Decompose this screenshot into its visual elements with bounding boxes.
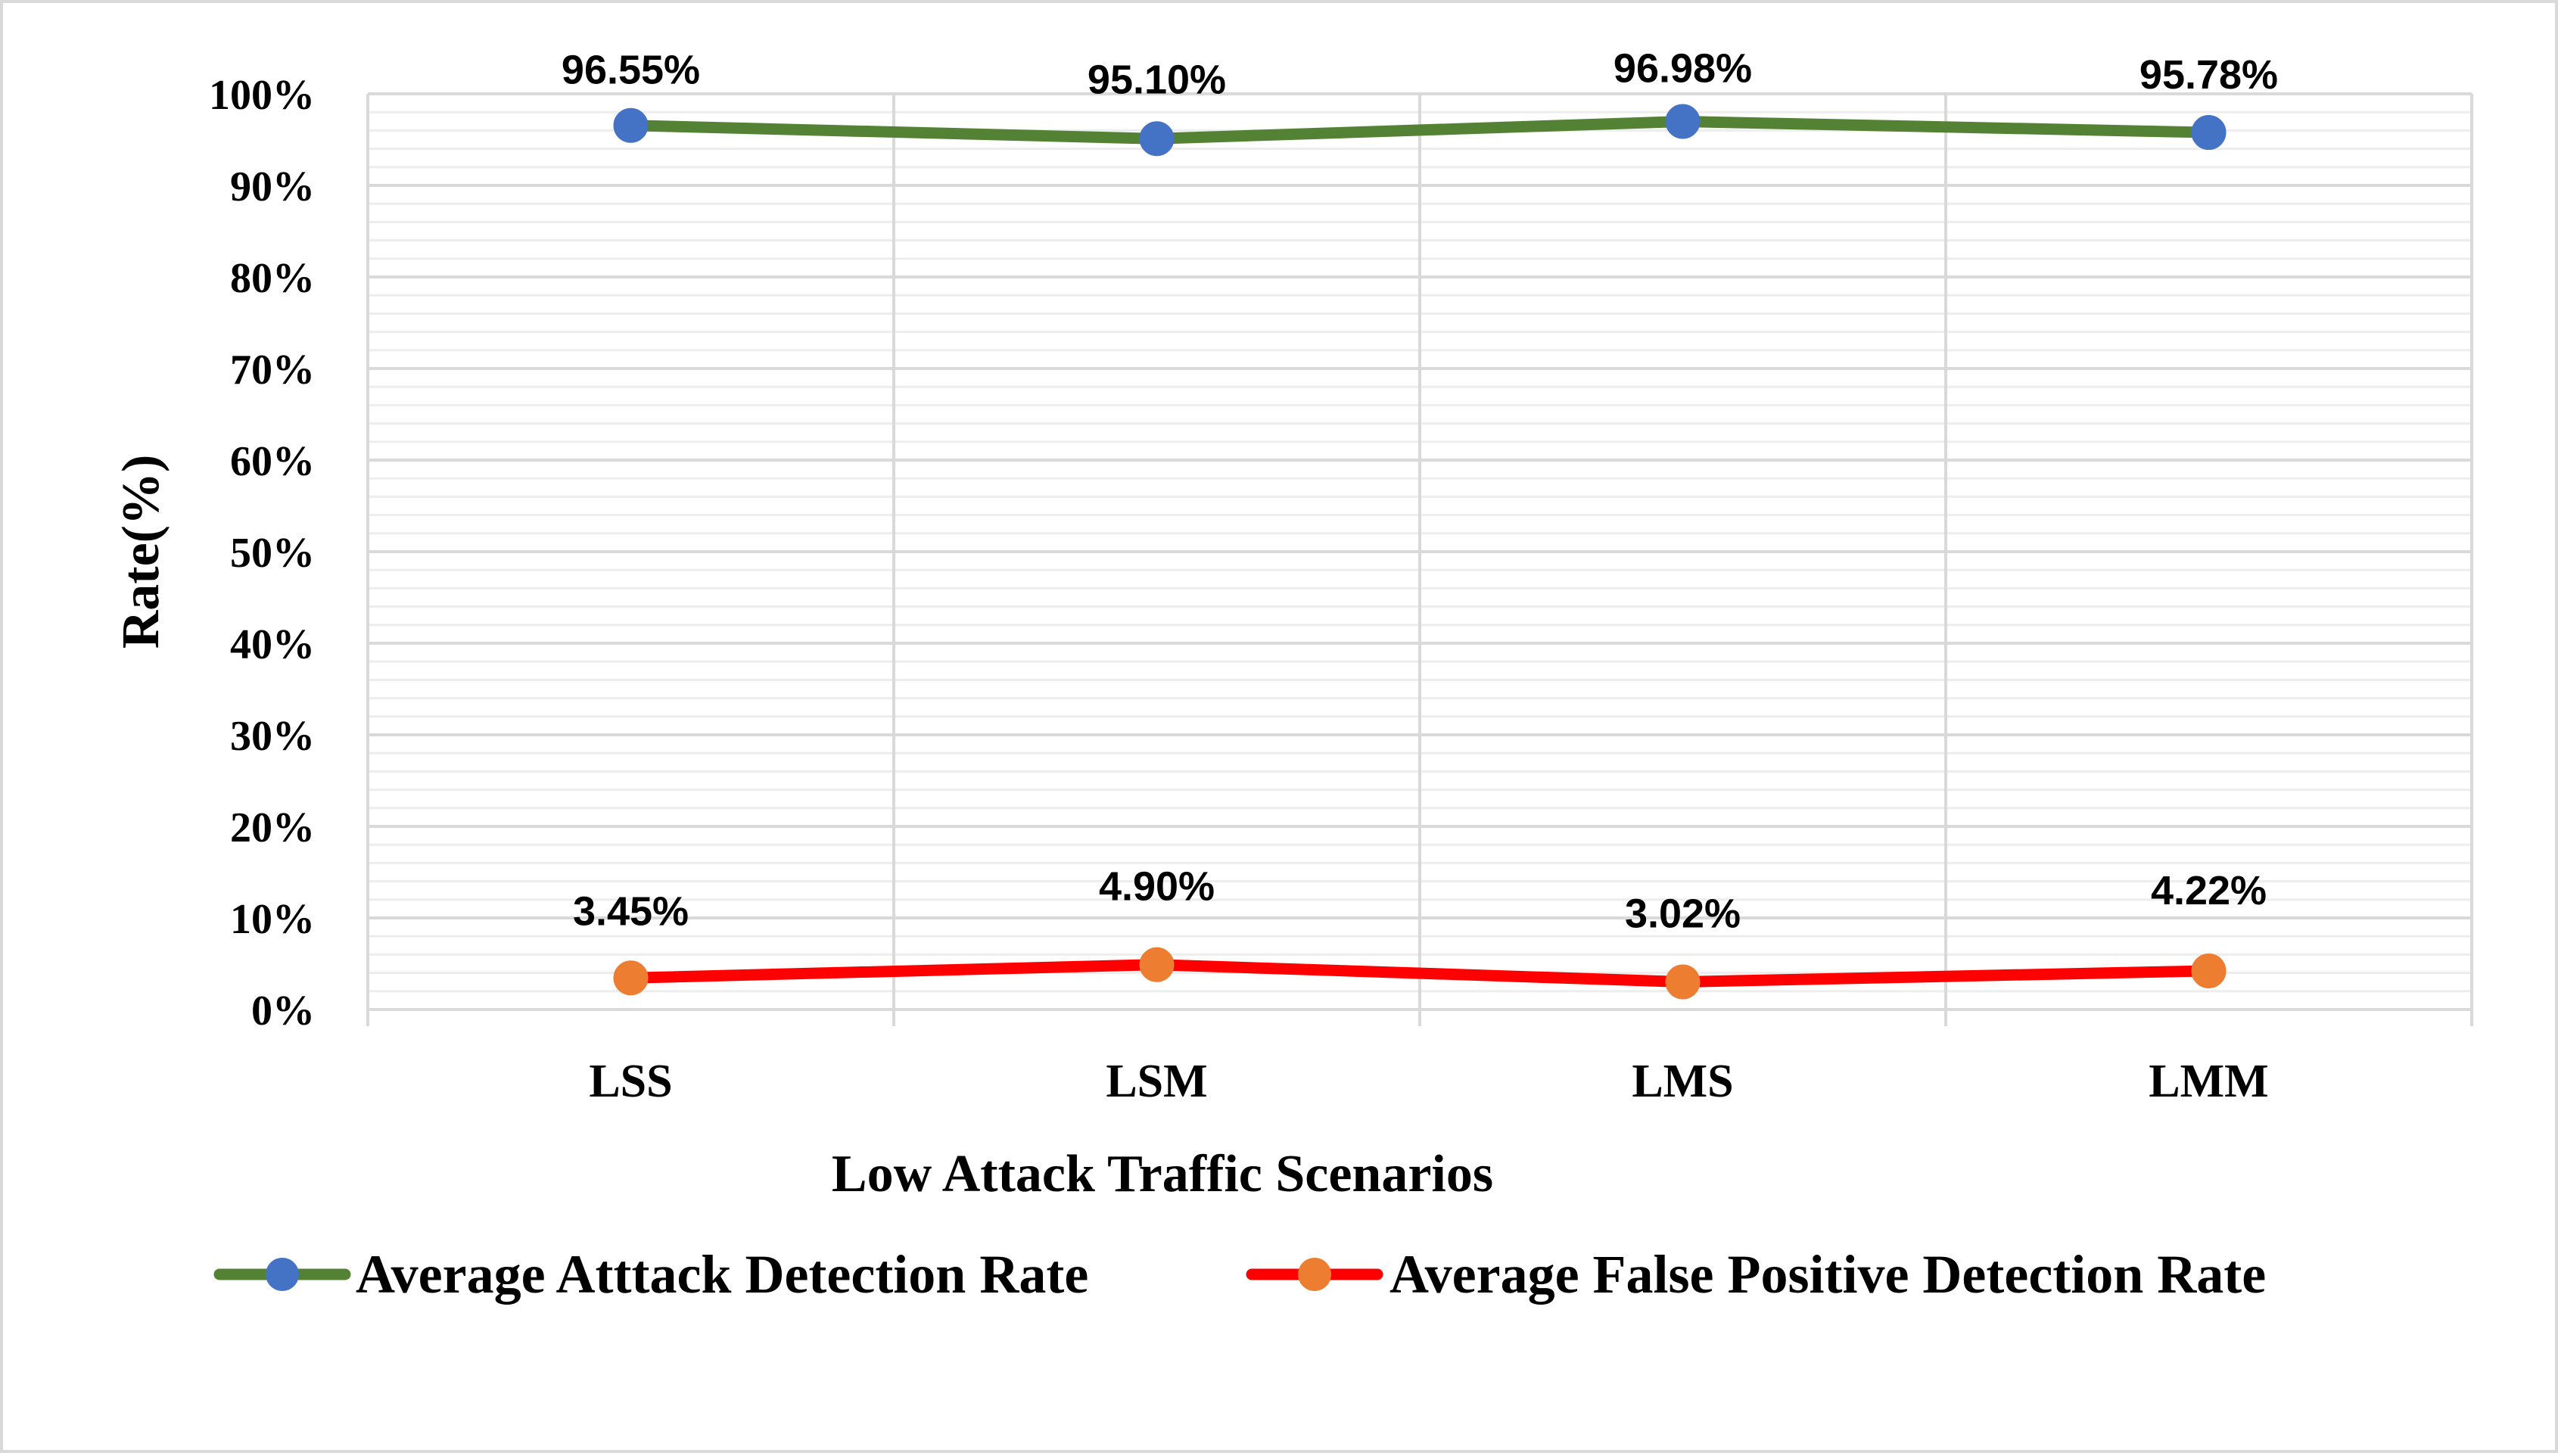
legend-label: Average Atttack Detection Rate	[356, 1244, 1088, 1305]
data-label: 4.22%	[2151, 868, 2267, 913]
line-chart: 0% 10% 20% 30% 40% 50% 60% 70% 80% 90% 100% LSS LSM L…	[112, 46, 2473, 1305]
data-point	[1665, 964, 1701, 1000]
data-point	[2191, 953, 2227, 988]
legend-swatch-marker	[1298, 1258, 1331, 1291]
y-tick-label: 40%	[230, 621, 315, 668]
data-point	[1139, 947, 1175, 982]
data-point	[1139, 121, 1175, 157]
x-tick-label: LSS	[589, 1056, 672, 1107]
y-tick-label: 80%	[230, 255, 315, 302]
y-tick-label: 10%	[230, 896, 315, 943]
axis-layer: 0% 10% 20% 30% 40% 50% 60% 70% 80% 90% 100% LSS LSM L…	[112, 72, 2472, 1203]
data-label: 95.78%	[2139, 52, 2278, 98]
y-tick-label: 20%	[230, 804, 315, 851]
series-layer	[613, 104, 2227, 1000]
legend-label: Average False Positive Detection Rate	[1389, 1244, 2266, 1305]
data-label: 3.45%	[573, 888, 689, 934]
x-tick-label: LMM	[2149, 1056, 2268, 1107]
y-axis-title: Rate(%)	[112, 455, 170, 649]
series-line	[625, 959, 2214, 988]
series-line	[625, 116, 2214, 145]
data-label: 96.55%	[562, 48, 700, 93]
data-point	[1665, 104, 1701, 139]
data-label: 3.02%	[1625, 891, 1741, 936]
data-point	[613, 960, 649, 996]
x-tick-label: LMS	[1632, 1056, 1733, 1107]
data-label: 95.10%	[1088, 57, 1226, 102]
x-axis-title: Low Attack Traffic Scenarios	[832, 1145, 1493, 1203]
y-tick-label: 60%	[230, 438, 315, 485]
label-layer: 96.55% 95.10% 96.98% 95.78% 3.45% 4.90% 3.02% 4…	[562, 46, 2278, 937]
data-label: 96.98%	[1614, 46, 1752, 92]
y-tick-label: 30%	[230, 713, 315, 760]
y-tick-label: 100%	[209, 72, 315, 119]
y-tick-label: 0%	[251, 988, 315, 1034]
data-label: 4.90%	[1099, 864, 1215, 910]
legend: Average Atttack Detection Rate Average Fa…	[213, 1244, 2266, 1305]
data-point	[613, 107, 649, 143]
legend-swatch-marker	[266, 1258, 299, 1291]
y-tick-label: 50%	[230, 530, 315, 577]
y-tick-label: 70%	[230, 347, 315, 394]
data-point	[2191, 115, 2227, 151]
x-tick-label: LSM	[1106, 1056, 1207, 1107]
y-tick-label: 90%	[230, 163, 315, 210]
